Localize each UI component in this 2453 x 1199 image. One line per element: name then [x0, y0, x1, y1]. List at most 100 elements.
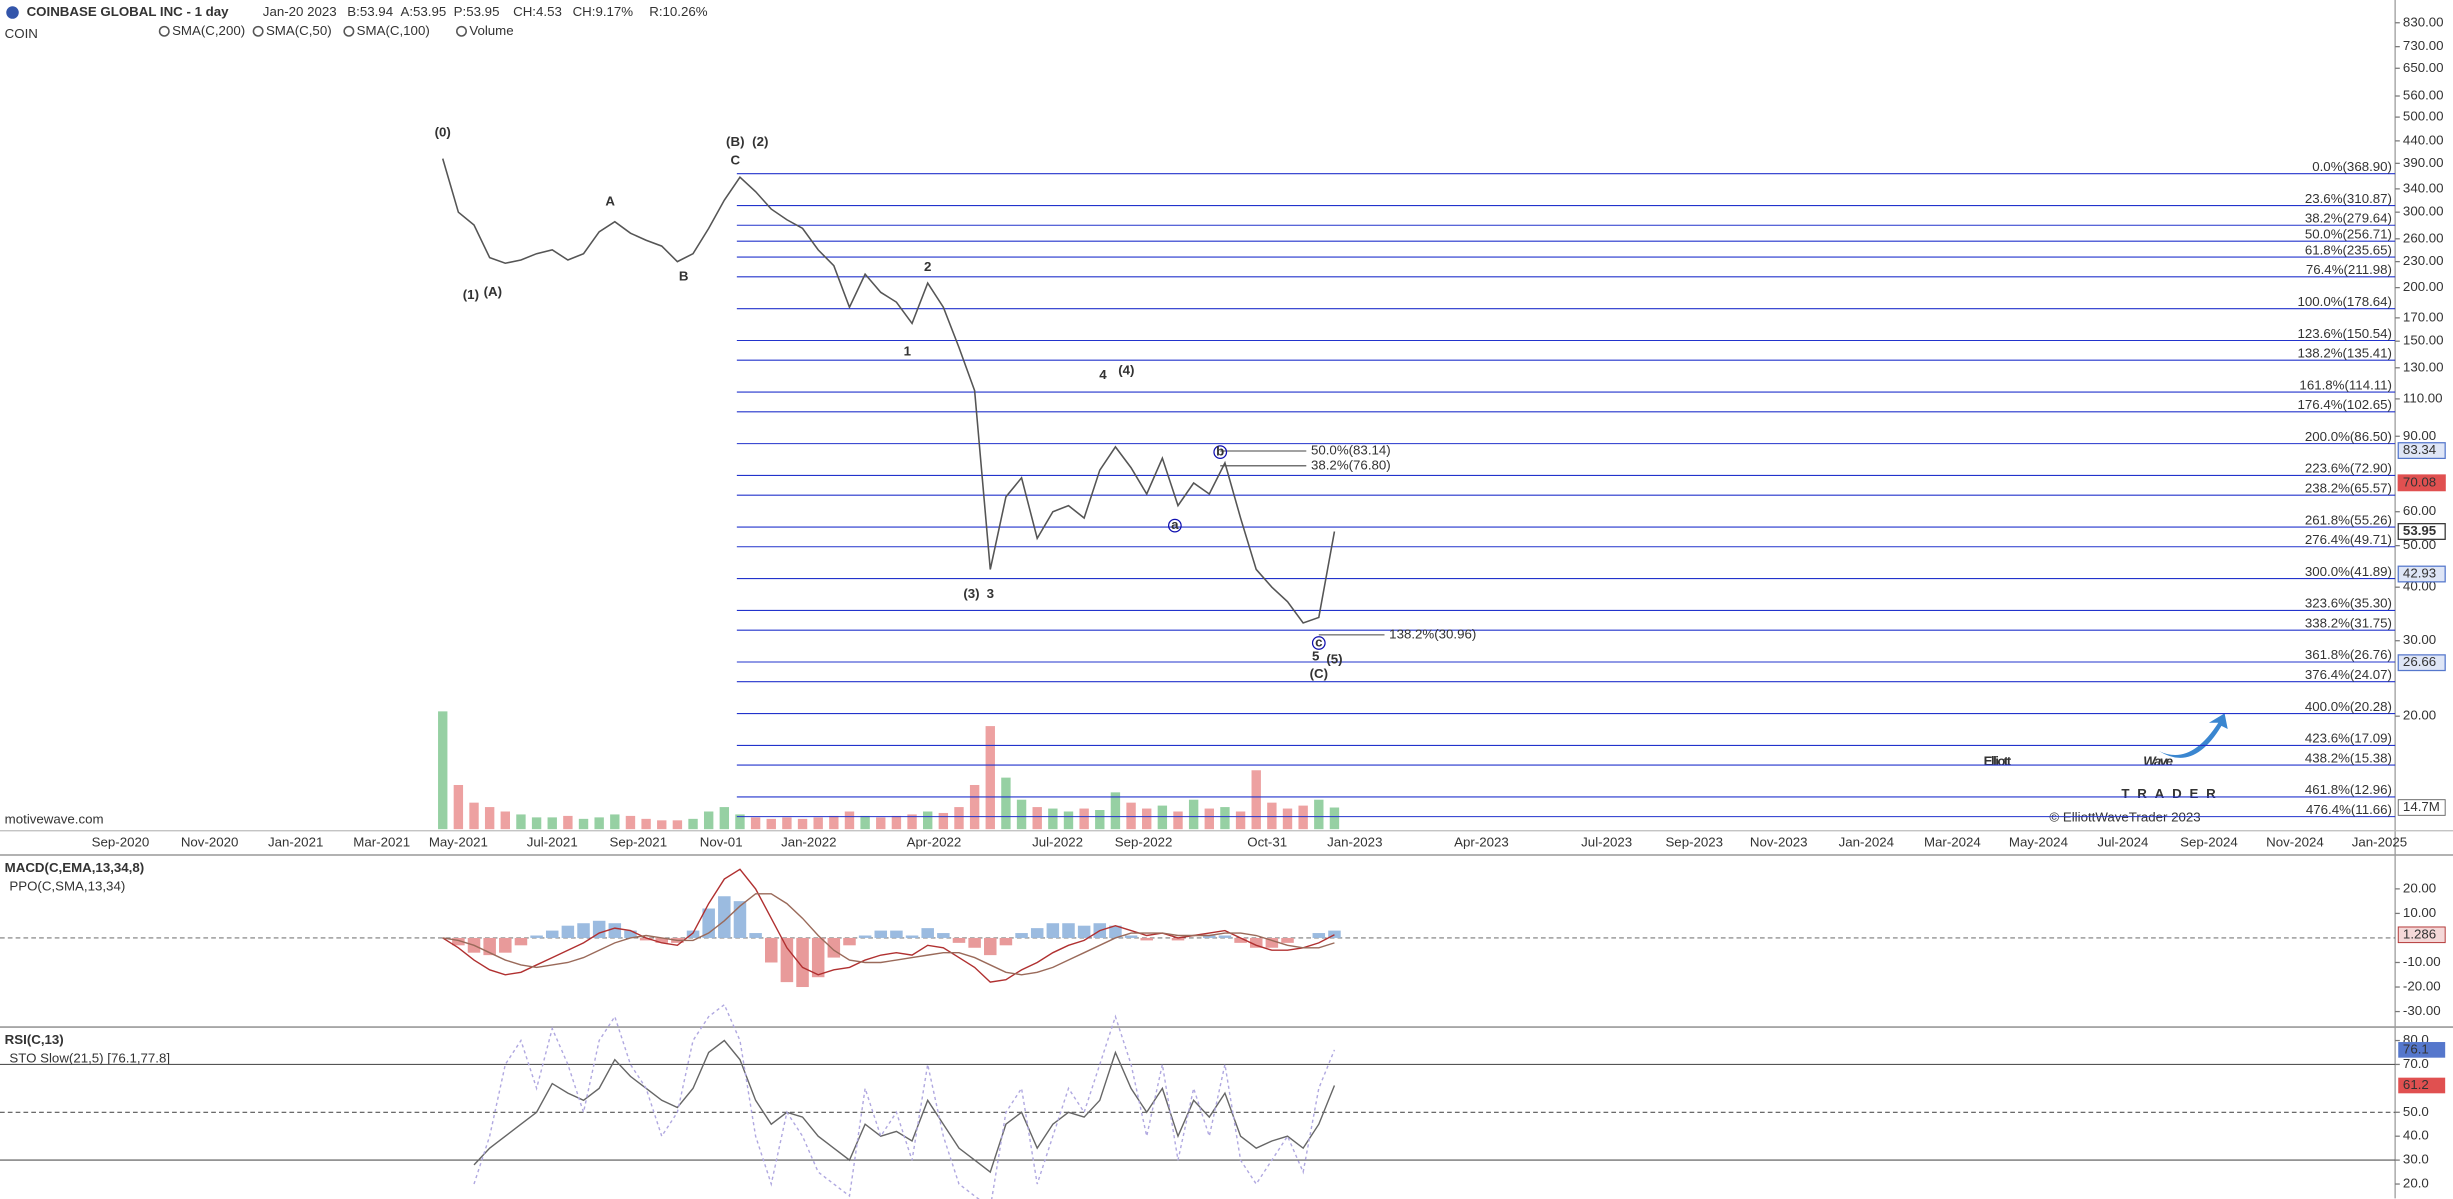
x-axis-label: Jan-2024 — [1839, 835, 1894, 850]
histogram-bar — [1234, 937, 1247, 943]
fib-label: 338.2%(31.75) — [2305, 615, 2392, 630]
price-badge-label: 42.93 — [2403, 566, 2436, 581]
y-tick-label: -10.00 — [2403, 954, 2441, 969]
y-tick-label: 150.00 — [2403, 333, 2444, 348]
fib-label: 138.2%(135.41) — [2297, 345, 2392, 360]
fib-label: 123.6%(150.54) — [2297, 326, 2392, 341]
macd-title: MACD(C,EMA,13,34,8) — [5, 860, 144, 875]
x-axis-label: Sep-2022 — [1115, 835, 1173, 850]
quote-item: CH:9.17% — [573, 4, 634, 19]
volume-bar — [578, 818, 589, 830]
volume-bar — [453, 784, 464, 830]
y-tick-label: 60.00 — [2403, 503, 2436, 518]
volume-bar — [766, 818, 776, 830]
y-tick-label: 230.00 — [2403, 253, 2444, 268]
volume-bar — [1048, 808, 1058, 830]
volume-bar — [1298, 805, 1308, 830]
fib-label: 38.2%(279.64) — [2305, 211, 2392, 226]
volume-bar — [1173, 811, 1183, 830]
y-tick-label: 730.00 — [2403, 38, 2444, 53]
histogram-bar — [843, 937, 856, 946]
x-axis-label: Sep-2024 — [2180, 835, 2238, 850]
histogram-bar — [874, 930, 888, 938]
wave-label: 1 — [904, 344, 912, 359]
wave-label: (4) — [1118, 362, 1134, 377]
wave-label: 5 — [1312, 649, 1320, 664]
y-tick-label: 340.00 — [2403, 180, 2444, 195]
fib-label: 100.0%(178.64) — [2297, 294, 2392, 309]
wave-label: (0) — [435, 124, 451, 139]
volume-bar — [703, 811, 714, 830]
histogram-bar — [545, 930, 559, 938]
wave-label: B — [679, 268, 689, 283]
histogram-bar — [514, 937, 528, 946]
y-tick-label: -30.00 — [2403, 1003, 2441, 1018]
histogram-bar — [499, 937, 512, 953]
y-tick-label: 390.00 — [2403, 155, 2444, 170]
volume-bar — [1126, 802, 1136, 830]
fib-label: 38.2%(76.80) — [1311, 457, 1391, 472]
fib-label: 361.8%(26.76) — [2305, 647, 2392, 662]
fib-label: 476.4%(11.66) — [2306, 802, 2392, 817]
volume-bar — [1188, 799, 1199, 830]
volume-bar — [860, 815, 870, 830]
volume-bar — [1110, 792, 1121, 830]
histogram-bar — [827, 937, 841, 958]
histogram-bar — [999, 937, 1013, 946]
price-badge-label: 53.95 — [2403, 523, 2437, 538]
x-axis-label: Jan-2021 — [268, 835, 323, 850]
logo-text: TRADER — [2121, 786, 2223, 801]
fib-label: 176.4%(102.65) — [2297, 397, 2392, 412]
volume-bar — [938, 812, 949, 830]
histogram-bar — [655, 937, 669, 943]
y-tick-label: 70.0 — [2403, 1056, 2429, 1071]
wave-label: (1) — [463, 287, 479, 302]
x-axis-label: Jul-2024 — [2097, 835, 2148, 850]
volume-bar — [1204, 808, 1214, 830]
histogram-bar — [624, 930, 637, 938]
macd-badge-label: 1.286 — [2403, 926, 2436, 941]
histogram-bar — [1249, 937, 1263, 948]
volume-bar — [1001, 777, 1011, 830]
histogram-bar — [1171, 937, 1185, 941]
indicator-icon — [158, 25, 170, 37]
fib-label: 276.4%(49.71) — [2305, 532, 2392, 547]
indicator-icon — [456, 25, 467, 37]
histogram-bar — [1203, 935, 1216, 938]
y-tick-label: 20.00 — [2403, 880, 2436, 895]
histogram-bar — [1218, 935, 1232, 938]
x-axis-label: Jan-2025 — [2352, 835, 2407, 850]
volume-bar — [750, 817, 761, 830]
price-badge — [2397, 523, 2446, 540]
volume-bar — [797, 818, 808, 830]
volume-badge — [2397, 799, 2446, 816]
volume-bar — [1142, 808, 1152, 830]
price-badge-label: 83.34 — [2403, 442, 2436, 457]
wave-label: 4 — [1099, 367, 1107, 382]
volume-bar — [813, 817, 823, 830]
x-axis-label: Sep-2020 — [92, 835, 150, 850]
y-tick-label: 20.0 — [2403, 1176, 2429, 1191]
wave-circle — [1213, 445, 1228, 460]
volume-bar — [547, 817, 557, 830]
y-tick-label: 40.0 — [2403, 1128, 2429, 1143]
volume-bar — [1157, 805, 1168, 830]
histogram-bar — [937, 933, 950, 938]
rsi-badge — [2398, 1077, 2446, 1094]
histogram-bar — [592, 920, 606, 938]
volume-badge-label: 14.7M — [2403, 799, 2440, 814]
histogram-bar — [1015, 933, 1028, 938]
histogram-bar — [452, 937, 465, 946]
histogram-bar — [1062, 923, 1075, 938]
fib-label: 23.6%(310.87) — [2305, 191, 2392, 206]
fib-label: 138.2%(30.96) — [1389, 626, 1476, 641]
chart-title: COINBASE GLOBAL INC - 1 day — [27, 4, 230, 19]
volume-bar — [657, 820, 667, 830]
rsi-title: RSI(C,13) — [5, 1032, 64, 1047]
price-badge — [2397, 442, 2446, 460]
symbol: COIN — [5, 26, 38, 41]
volume-bar — [1235, 811, 1246, 830]
copyright: © ElliottWaveTrader 2023 — [2049, 810, 2200, 825]
histogram-bar — [1265, 937, 1279, 948]
y-tick-label: 130.00 — [2403, 359, 2444, 374]
